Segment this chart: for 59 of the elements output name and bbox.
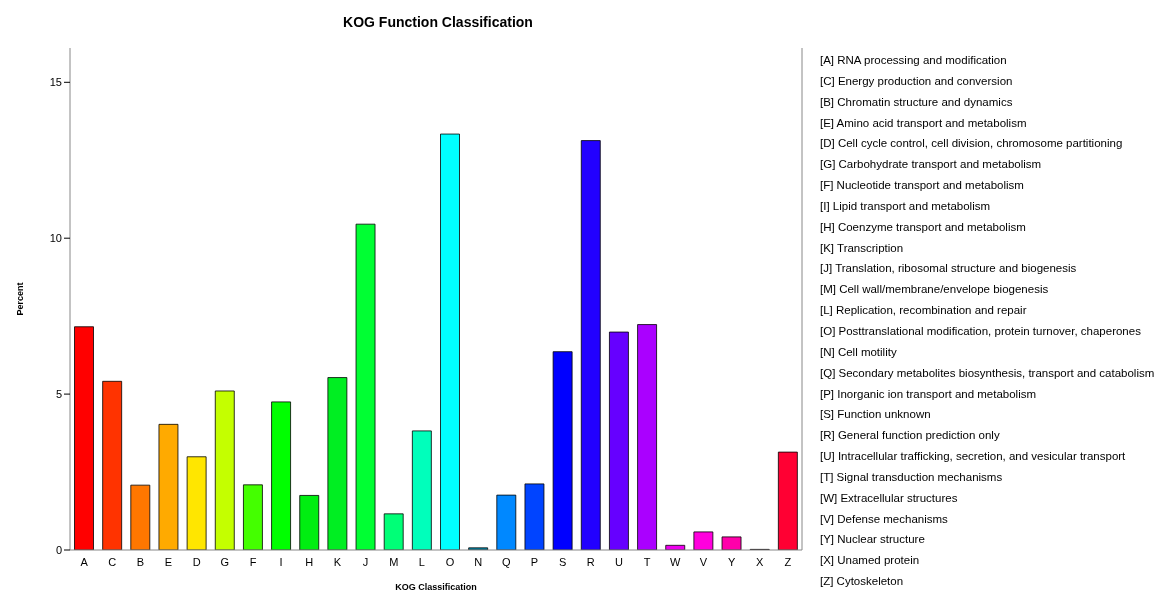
y-tick-label: 5 <box>55 388 62 400</box>
x-tick-label: B <box>136 555 145 568</box>
text: [J] Translation, ribosomal structure and biogenesis <box>820 261 1078 277</box>
text: [Z] Cytoskeleton <box>820 574 905 590</box>
x-tick-label: L <box>418 555 425 568</box>
text: [O] Posttranslational modification, protein turnover, chaperones <box>820 323 1142 339</box>
text: [K] Transcription <box>820 240 905 256</box>
text: [D] Cell cycle control, cell division, chromosome partitioning <box>820 136 1124 152</box>
x-tick-label: N <box>474 555 483 568</box>
text: [P] Inorganic ion transport and metabolism <box>820 386 1038 402</box>
x-tick-label: S <box>559 555 567 568</box>
x-tick-label: I <box>279 555 283 568</box>
text: [E] Amino acid transport and metabolism <box>820 115 1028 131</box>
x-axis-title: KOG Classification <box>395 582 477 592</box>
x-tick-label: D <box>192 555 201 568</box>
text: [A] RNA processing and modification <box>820 53 1008 68</box>
x-tick-label: H <box>305 555 314 568</box>
y-tick-label: 10 <box>49 232 62 245</box>
text: [B] Chromatin structure and dynamics <box>820 94 1014 110</box>
y-axis-title: Percent <box>15 282 26 316</box>
x-tick-label: G <box>220 555 230 568</box>
text: [W] Extracellular structures <box>820 490 959 506</box>
x-tick-label: W <box>670 555 682 568</box>
x-tick-label: Z <box>784 555 792 568</box>
text: [V] Defense mechanisms <box>820 511 949 527</box>
text: [R] General function prediction only <box>820 428 1001 444</box>
text: [M] Cell wall/membrane/envelope biogenesis <box>820 282 1050 298</box>
text: [T] Signal transduction mechanisms <box>820 469 1004 485</box>
x-tick-label: U <box>615 555 624 568</box>
x-tick-label: K <box>333 555 342 568</box>
text: [H] Coenzyme transport and metabolism <box>820 219 1027 235</box>
x-tick-label: T <box>643 555 651 568</box>
text: [S] Function unknown <box>820 407 932 423</box>
x-tick-label: V <box>699 555 708 568</box>
text: [N] Cell motility <box>820 344 898 360</box>
text: [G] Carbohydrate transport and metabolism <box>820 157 1043 173</box>
text: [C] Energy production and conversion <box>820 73 1014 89</box>
x-tick-label: E <box>164 555 173 568</box>
x-tick-label: J <box>362 555 369 568</box>
text: [Y] Nuclear structure <box>820 532 926 548</box>
text: [F] Nucleotide transport and metabolism <box>820 178 1025 194</box>
x-tick-label: R <box>586 555 595 568</box>
x-tick-label: O <box>445 555 455 568</box>
y-tick-label: 15 <box>49 76 62 89</box>
x-tick-label: F <box>249 555 257 568</box>
x-tick-label: X <box>756 555 765 568</box>
x-tick-label: M <box>389 555 399 568</box>
text: [U] Intracellular trafficking, secretion, and vesicular transport <box>820 449 1127 465</box>
text: [Q] Secondary metabolites biosynthesis, transport and catabolism <box>820 365 1155 381</box>
chart-title: KOG Function Classification <box>342 14 534 30</box>
text: [L] Replication, recombination and repair <box>820 303 1028 319</box>
x-tick-label: A <box>80 555 89 568</box>
text: [X] Unamed protein <box>820 553 921 569</box>
x-tick-label: Y <box>727 555 736 568</box>
x-tick-label: P <box>530 555 539 568</box>
x-tick-label: Q <box>502 555 512 568</box>
text: [I] Lipid transport and metabolism <box>820 198 992 214</box>
y-tick-label: 0 <box>55 543 62 556</box>
x-tick-label: C <box>108 555 117 568</box>
